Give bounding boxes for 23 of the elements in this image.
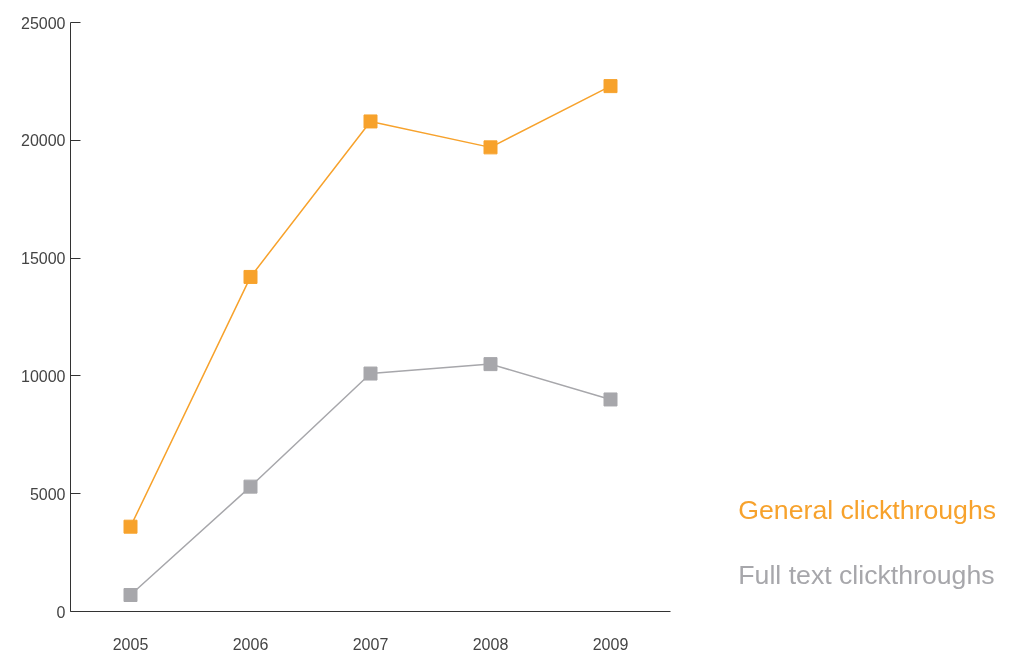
y-tick-label: 15000 [21, 250, 66, 268]
x-tick-label: 2006 [232, 635, 269, 652]
point [483, 140, 498, 155]
x-tick-label: 2008 [472, 635, 509, 652]
text: Full text clickthroughs [738, 560, 995, 591]
y-tick-label: 0 [56, 603, 66, 621]
y-tick-label: 10000 [21, 367, 66, 385]
x-tick-label: 2005 [112, 635, 149, 652]
y-tick-label: 5000 [29, 485, 66, 503]
y-tick-label: 25000 [21, 14, 66, 32]
x-tick-label: 2007 [352, 635, 389, 652]
x-tick-label: 2009 [592, 635, 629, 652]
point [123, 519, 138, 534]
point [603, 79, 618, 94]
y-tick-label: 20000 [21, 132, 66, 150]
point [363, 366, 378, 381]
point [243, 479, 258, 494]
text: General clickthroughs [738, 495, 997, 526]
point [363, 114, 378, 129]
point [603, 392, 618, 407]
point [123, 588, 138, 603]
point [483, 357, 498, 372]
point [243, 269, 258, 284]
